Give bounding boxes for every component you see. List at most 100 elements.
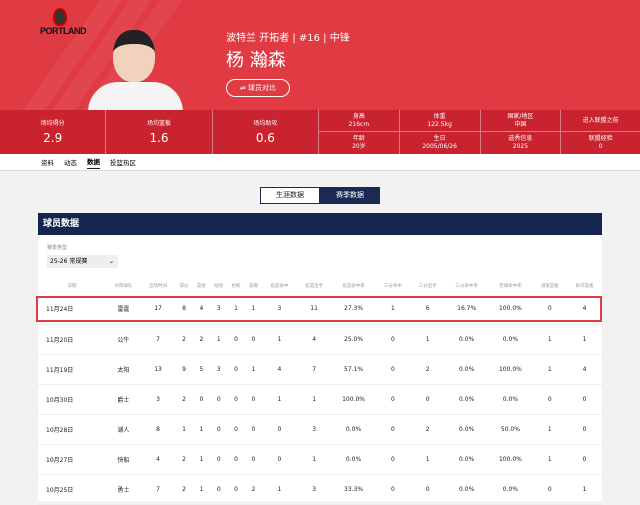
column-header: 投篮命中	[270, 284, 289, 289]
table-cell: 2	[175, 444, 193, 475]
table-cell: 0.0%	[488, 324, 533, 355]
player-header: PORTLAND 波特兰 开拓者 | #16 | 中锋 杨 瀚森 ⇌ 球员对比	[0, 0, 640, 110]
table-cell: 1	[175, 414, 193, 445]
table-cell: 1	[262, 324, 297, 355]
table-cell: 10月27日	[38, 444, 106, 475]
table-cell: 0.0%	[444, 414, 489, 445]
table-cell: 0	[532, 474, 568, 505]
table-cell: 6	[410, 294, 445, 325]
table-cell: 1	[262, 384, 297, 415]
season-data-button[interactable]: 赛季数据	[320, 187, 380, 204]
table-cell: 16.7%	[444, 294, 489, 325]
season-select[interactable]: 25-26 常规赛 ⌄	[47, 255, 118, 268]
column-header: 盖帽	[248, 284, 258, 289]
table-cell: 2	[192, 324, 211, 355]
info-cell: 国家/地区 中国 选秀信息 2025	[480, 110, 562, 154]
tab-stats[interactable]: 数据	[87, 156, 100, 169]
table-cell: 0	[227, 324, 245, 355]
table-cell: 公牛	[106, 324, 141, 355]
table-cell: 11月24日	[38, 294, 106, 325]
table-row: 11月20日 公牛 7 2 2 1 0 0 1 4 25.0% 0 1 0.0% 0.0% 1 1	[38, 324, 602, 355]
table-cell: 0	[375, 414, 411, 445]
table-cell: 0	[244, 414, 263, 445]
table-cell: 1	[244, 294, 263, 325]
table-cell: 1	[410, 444, 445, 475]
table-cell: 13	[140, 354, 176, 385]
info-cell: 进入联盟之前 联盟经验 0	[561, 110, 640, 154]
table-cell: 33.3%	[331, 474, 376, 505]
table-cell: 1	[296, 444, 332, 475]
tab-bar: 资料 动态 数据 投篮热区	[0, 154, 640, 171]
table-cell: 爵士	[106, 384, 141, 415]
table-cell: 0	[375, 474, 411, 505]
table-cell: 0	[227, 474, 245, 505]
table-cell: 3	[296, 414, 332, 445]
table-cell: 0	[210, 474, 228, 505]
tab-shot-chart[interactable]: 投篮热区	[110, 159, 136, 167]
table-cell: 0	[567, 444, 602, 475]
table-cell: 0	[262, 444, 297, 475]
game-log-table: 日期 对阵球队 出场时间 得分 篮板 助攻 抢断 盖帽 投篮命中 投篮出手 投篮命中率 三分命中 三分出…	[38, 278, 602, 505]
table-cell: 快船	[106, 444, 141, 475]
table-cell: 4	[296, 324, 332, 355]
table-row: 10月27日 快船 4 2 1 0 0 0 0 1 0.0% 0 1 0.0% 100.0% 1 0	[38, 444, 602, 475]
table-cell: 1	[192, 474, 211, 505]
panel-title: 球员数据	[38, 213, 602, 235]
player-photo	[88, 30, 183, 110]
table-cell: 0	[410, 474, 445, 505]
table-cell: 100.0%	[488, 354, 533, 385]
table-cell: 0	[227, 354, 245, 385]
table-cell: 0.0%	[488, 474, 533, 505]
table-cell: 100.0%	[488, 294, 533, 325]
player-data-panel: 球员数据 赛季类型 25-26 常规赛 ⌄ 日期 对阵球队 出场时间 得分 篮板 助攻 抢断 盖…	[38, 213, 602, 505]
table-cell: 0	[375, 324, 411, 355]
table-cell: 1	[532, 354, 568, 385]
table-cell: 4	[567, 294, 602, 325]
column-header: 得分	[179, 284, 189, 289]
table-cell: 2	[244, 474, 263, 505]
table-cell: 0.0%	[488, 384, 533, 415]
table-cell: 4	[262, 354, 297, 385]
column-header: 罚球命中率	[499, 284, 522, 289]
table-cell: 4	[192, 294, 211, 325]
column-header: 投篮命中率	[342, 284, 365, 289]
column-header: 三分出手	[418, 284, 437, 289]
table-cell: 0	[210, 414, 228, 445]
table-cell: 50.0%	[488, 414, 533, 445]
table-cell: 2	[175, 324, 193, 355]
table-cell: 0	[567, 384, 602, 415]
tab-news[interactable]: 动态	[64, 159, 77, 167]
table-cell: 1	[567, 474, 602, 505]
column-header: 三分命中	[383, 284, 402, 289]
table-cell: 1	[192, 444, 211, 475]
info-cell: 体重 122.5kg 生日 2005/06/26	[399, 110, 481, 154]
compare-button[interactable]: ⇌ 球员对比	[226, 79, 290, 97]
table-cell: 0	[375, 444, 411, 475]
table-cell: 100.0%	[331, 384, 376, 415]
info-cell: 身高 216cm 年龄 20岁	[319, 110, 400, 154]
team-logo: PORTLAND	[40, 8, 87, 36]
table-cell: 10月28日	[38, 414, 106, 445]
stats-bar: 场均得分 2.9 场均篮板 1.6 场均助攻 0.6 身高 216cm 年龄 20岁 体重 1…	[0, 110, 640, 154]
table-cell: 湖人	[106, 414, 141, 445]
tab-profile[interactable]: 资料	[41, 159, 54, 167]
table-cell: 8	[140, 414, 176, 445]
table-cell: 10月30日	[38, 384, 106, 415]
table-cell: 25.0%	[331, 324, 376, 355]
career-data-button[interactable]: 生涯数据	[260, 187, 320, 204]
table-cell: 2	[175, 474, 193, 505]
table-cell: 3	[210, 354, 228, 385]
stat-points: 场均得分 2.9	[0, 110, 107, 154]
table-cell: 1	[296, 384, 332, 415]
stat-rebounds: 场均篮板 1.6	[106, 110, 213, 154]
table-cell: 0.0%	[444, 474, 489, 505]
table-cell: 0	[227, 444, 245, 475]
table-cell: 0	[532, 384, 568, 415]
team-line: 波特兰 开拓者 | #16 | 中锋	[226, 33, 350, 44]
table-cell: 3	[140, 384, 176, 415]
table-cell: 1	[532, 324, 568, 355]
table-cell: 9	[175, 354, 193, 385]
table-cell: 7	[140, 324, 176, 355]
table-cell: 勇士	[106, 474, 141, 505]
table-cell: 0.0%	[331, 444, 376, 475]
